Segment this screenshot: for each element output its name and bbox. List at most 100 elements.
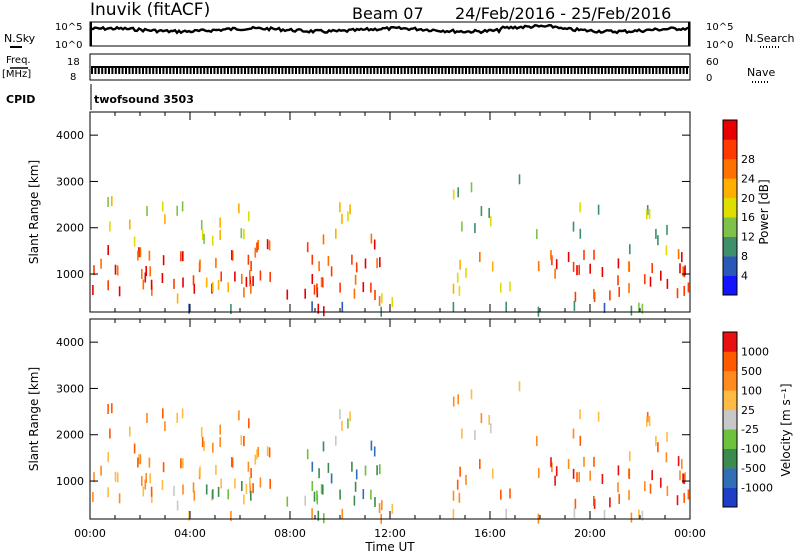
x-tick-label: 00:00 — [74, 527, 106, 540]
echo-cell — [138, 454, 140, 465]
echo-cell — [133, 236, 136, 247]
colorbar-tick-label: 25 — [741, 404, 755, 417]
echo-cell — [459, 466, 461, 477]
echo-cell — [657, 235, 659, 246]
colorbar-swatch — [723, 351, 737, 372]
colorbar-tick-label: -500 — [741, 462, 766, 475]
echo-cell — [378, 296, 381, 307]
echo-cell — [176, 412, 178, 423]
x-axis-title: Time UT — [364, 540, 415, 554]
echo-cell — [509, 281, 511, 292]
echo-cell — [234, 271, 236, 282]
echo-cell — [176, 293, 179, 304]
echo-cell — [349, 411, 351, 422]
echo-cell — [230, 304, 232, 314]
velocity-axes: 1000 2000 3000 4000 — [56, 319, 691, 519]
echo-cell — [593, 456, 595, 467]
echo-cell — [250, 490, 252, 501]
colorbar-swatch — [723, 332, 737, 352]
echo-cell — [107, 487, 109, 498]
power-panel-frame — [89, 111, 691, 313]
echo-cell — [609, 290, 611, 301]
echo-cell — [684, 472, 686, 483]
echo-cell — [109, 428, 111, 439]
echo-cell — [355, 262, 358, 273]
echo-cell — [341, 301, 344, 312]
echo-cell — [286, 289, 289, 300]
echo-cell — [597, 204, 600, 215]
freq-tick-high: 18 — [67, 57, 80, 68]
echo-cell — [567, 252, 570, 262]
nave-tick-low: 0 — [706, 73, 712, 84]
echo-cell — [243, 287, 245, 298]
echo-cell — [199, 466, 201, 477]
echo-cell — [354, 274, 357, 285]
echo-cell — [628, 469, 631, 479]
echo-cell — [240, 228, 243, 239]
echo-cell — [391, 504, 394, 514]
echo-cell — [129, 219, 131, 230]
echo-cell — [238, 410, 240, 421]
echo-cell — [687, 282, 690, 293]
echo-cell — [137, 457, 139, 468]
colorbar-tick-label: 20 — [741, 192, 755, 205]
echo-cell — [92, 492, 94, 502]
echo-cell — [182, 458, 184, 469]
echo-cell — [370, 282, 372, 293]
echo-cell — [583, 456, 585, 467]
colorbar-tick-label: 500 — [741, 365, 762, 378]
echo-cell — [249, 276, 252, 287]
echo-cell — [593, 495, 595, 506]
echo-cell — [116, 265, 119, 276]
echo-cell — [266, 239, 269, 250]
echo-cell — [151, 492, 153, 503]
echo-cell — [684, 265, 686, 276]
echo-cell — [353, 495, 356, 506]
echo-cell — [518, 381, 521, 392]
echo-cell — [347, 211, 349, 222]
colorbar-frame — [722, 331, 738, 508]
echo-cell — [603, 302, 606, 313]
echo-cell — [339, 282, 341, 293]
echo-cell — [161, 273, 164, 283]
power-data-cells — [92, 174, 690, 317]
echo-cell — [488, 414, 490, 425]
x-tick-label: 20:00 — [574, 527, 606, 540]
colorbar-swatch — [723, 390, 737, 411]
echo-cell — [676, 288, 679, 299]
echo-cell — [573, 507, 576, 518]
echo-cell — [630, 305, 633, 316]
echo-cell — [245, 276, 248, 287]
echo-cell — [490, 216, 492, 227]
echo-cell — [238, 203, 240, 214]
colorbar-tick-label: 12 — [741, 231, 755, 244]
echo-cell — [139, 454, 142, 465]
echo-cell — [146, 413, 148, 423]
echo-cell — [479, 459, 481, 469]
echo-cell — [243, 436, 245, 447]
echo-cell — [683, 492, 685, 503]
echo-cell — [630, 512, 633, 523]
echo-cell — [555, 466, 558, 477]
echo-cell — [617, 258, 620, 269]
station-title: Inuvik (fitACF) — [90, 0, 210, 20]
echo-cell — [458, 492, 461, 503]
velocity-ylabel: Slant Range [km] — [27, 367, 41, 471]
echo-cell — [257, 446, 259, 457]
echo-cell — [247, 254, 250, 265]
colorbar-swatch — [723, 409, 737, 430]
echo-cell — [550, 457, 552, 468]
echo-cell — [618, 286, 620, 297]
echo-cell — [629, 451, 631, 462]
x-tick-label: 08:00 — [274, 527, 306, 540]
echo-cell — [219, 217, 221, 228]
nave-label: Nave — [747, 66, 775, 79]
echo-cell — [173, 485, 175, 496]
echo-cell — [572, 221, 575, 232]
echo-cell — [576, 472, 578, 483]
echo-cell — [609, 497, 611, 508]
echo-cell — [205, 484, 208, 495]
echo-cell — [593, 249, 595, 260]
echo-cell — [638, 302, 640, 313]
echo-cell — [470, 182, 473, 193]
